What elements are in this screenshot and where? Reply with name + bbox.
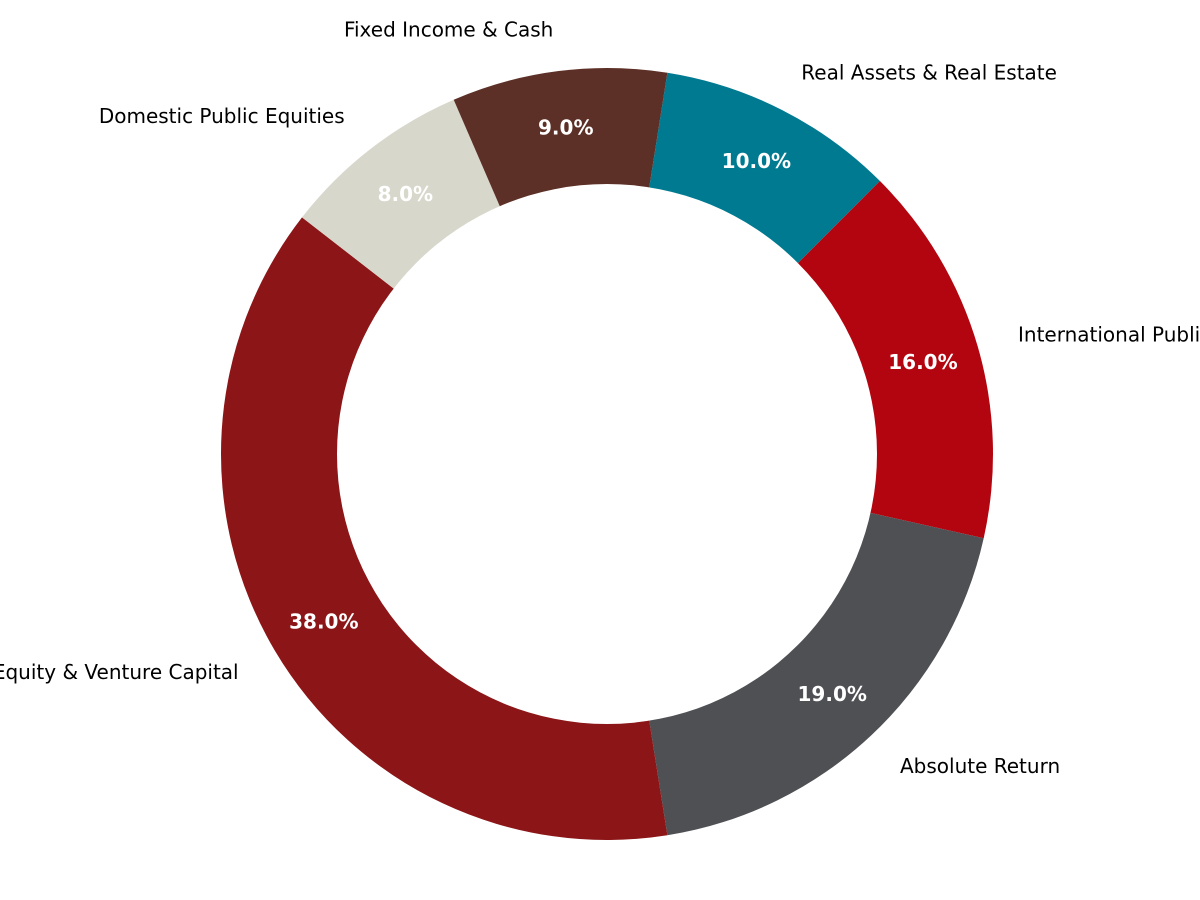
percent-label-domestic-public-equities: 8.0%	[378, 182, 433, 206]
percent-label-fixed-income-and-cash: 9.0%	[538, 116, 593, 140]
category-labels: Real Assets & Real Estate International P…	[0, 17, 1200, 778]
percent-label-international-public-equities: 16.0%	[888, 350, 957, 374]
donut-hole	[337, 184, 877, 724]
category-label-international-public-equities: International Public Equities	[1018, 323, 1200, 347]
category-label-domestic-public-equities: Domestic Public Equities	[99, 104, 345, 128]
percent-label-real-assets-and-real-estate: 10.0%	[722, 149, 791, 173]
category-label-private-equity-and-venture-capital: Private Equity & Venture Capital	[0, 660, 239, 684]
percent-labels: 10.0% 16.0% 19.0% 38.0% 8.0% 9.0%	[289, 116, 958, 706]
category-label-absolute-return: Absolute Return	[900, 754, 1060, 778]
percent-label-private-equity-and-venture-capital: 38.0%	[289, 609, 358, 633]
category-label-fixed-income-and-cash: Fixed Income & Cash	[344, 17, 553, 41]
category-label-real-assets-and-real-estate: Real Assets & Real Estate	[801, 61, 1057, 85]
percent-label-absolute-return: 19.0%	[798, 682, 867, 706]
